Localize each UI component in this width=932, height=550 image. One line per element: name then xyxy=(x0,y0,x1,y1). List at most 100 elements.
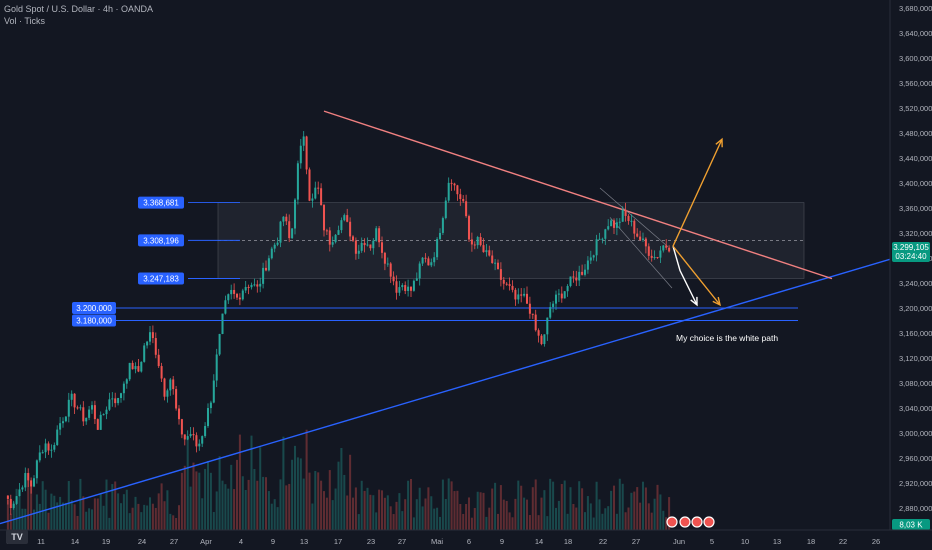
candle-body xyxy=(241,290,244,300)
volume-bar xyxy=(595,481,598,530)
volume-bar xyxy=(647,503,650,530)
candle-body xyxy=(349,221,352,237)
event-marker xyxy=(691,516,703,528)
price-axis[interactable]: 3,680,000 3,640,000 3,600,000 3,560,000 3,52… xyxy=(889,0,932,530)
candle-body xyxy=(285,216,288,222)
trend-lines xyxy=(0,110,891,525)
candle-body xyxy=(511,285,514,290)
time-tick-label: 9 xyxy=(271,537,275,546)
volume-bar xyxy=(444,498,447,530)
candle-body xyxy=(12,503,15,509)
event-marker xyxy=(703,516,715,528)
candle-body xyxy=(221,313,224,334)
volume-bar xyxy=(53,495,56,530)
candle-body xyxy=(430,262,433,266)
volume-bar xyxy=(525,499,529,530)
volume-bar xyxy=(415,499,418,530)
volume-bar xyxy=(56,502,59,530)
volume-bar xyxy=(6,499,9,530)
candle-body xyxy=(389,263,392,277)
candle-body xyxy=(360,242,363,251)
level-tag-3368: 3.368,681 xyxy=(138,196,184,209)
candle-body xyxy=(325,230,328,232)
time-axis[interactable]: 61114192427Apr4913172327Mai6914182227Jun… xyxy=(0,529,932,550)
candle-body xyxy=(598,238,601,240)
annotation-text: My choice is the white path xyxy=(676,333,778,343)
volume-bar xyxy=(569,487,572,530)
volume-bar xyxy=(247,479,250,530)
candle-body xyxy=(644,238,647,247)
volume-bar xyxy=(615,513,618,530)
volume-bar xyxy=(230,464,233,530)
volume-bar xyxy=(473,508,476,530)
price-tick-label: 3,000,000 xyxy=(899,429,932,438)
candle-body xyxy=(44,443,47,453)
volume-bar xyxy=(372,495,375,530)
candle-body xyxy=(308,169,311,201)
candle-body xyxy=(482,245,485,253)
candle-body xyxy=(305,136,308,170)
candle-body xyxy=(9,498,12,509)
volume-bar xyxy=(467,497,471,530)
countdown-label: 03:24:40 xyxy=(895,252,927,261)
volume-bar xyxy=(340,447,343,530)
candle-body xyxy=(494,262,497,264)
time-tick-label: 22 xyxy=(599,537,607,546)
candle-body xyxy=(340,220,343,231)
candle-body xyxy=(30,480,33,487)
candle-body xyxy=(421,257,424,264)
time-tick-label: 5 xyxy=(710,537,714,546)
candle-body xyxy=(259,283,262,287)
candle-body xyxy=(615,222,618,228)
volume-bar xyxy=(146,505,149,530)
price-tick-label: 3,160,000 xyxy=(899,329,932,338)
candle-body xyxy=(621,209,624,222)
candle-body xyxy=(279,221,282,243)
volume-bar xyxy=(218,456,221,530)
candle-body xyxy=(627,215,630,221)
volume-bar xyxy=(172,515,175,530)
volume-bar xyxy=(177,505,181,530)
volume-bar xyxy=(470,517,473,530)
volume-bar xyxy=(644,487,647,530)
volume-bar xyxy=(32,509,36,530)
candle-body xyxy=(267,258,270,271)
range-box xyxy=(217,202,805,279)
candle-body xyxy=(415,278,418,281)
volume-bar xyxy=(322,491,326,530)
price-axis-bg xyxy=(890,0,932,530)
volume-bar xyxy=(47,512,50,530)
volume-bar xyxy=(656,484,659,530)
candle-body xyxy=(447,182,450,201)
candle-body xyxy=(375,228,378,241)
volume-bar xyxy=(459,504,462,530)
volume-bar xyxy=(662,510,665,530)
volume-bar xyxy=(157,493,160,530)
candle-body xyxy=(320,188,323,206)
level-tag-3180-label: 3.180,000 xyxy=(76,317,112,326)
volume-bar xyxy=(334,488,337,530)
candle-body xyxy=(557,293,560,295)
candle-body xyxy=(189,434,192,437)
candle-body xyxy=(186,436,189,440)
volume-bar xyxy=(21,508,24,530)
candle-body xyxy=(59,423,62,430)
volume-bar xyxy=(653,498,656,530)
volume-bar xyxy=(273,499,276,530)
volume-bar xyxy=(453,491,456,530)
volume-bar xyxy=(592,517,595,530)
volume-bar xyxy=(369,494,372,530)
volume-bar xyxy=(256,480,259,530)
candle-body xyxy=(462,198,465,202)
candle-body xyxy=(99,414,102,430)
volume-bar xyxy=(438,516,442,530)
volume-bar xyxy=(279,479,282,530)
candle-body xyxy=(108,399,111,410)
candle-body xyxy=(299,145,302,164)
volume-bar xyxy=(73,504,76,530)
tradingview-logo: TV xyxy=(6,530,28,544)
candle-body xyxy=(488,250,491,256)
time-tick-label: 9 xyxy=(500,537,504,546)
candle-body xyxy=(586,260,589,270)
